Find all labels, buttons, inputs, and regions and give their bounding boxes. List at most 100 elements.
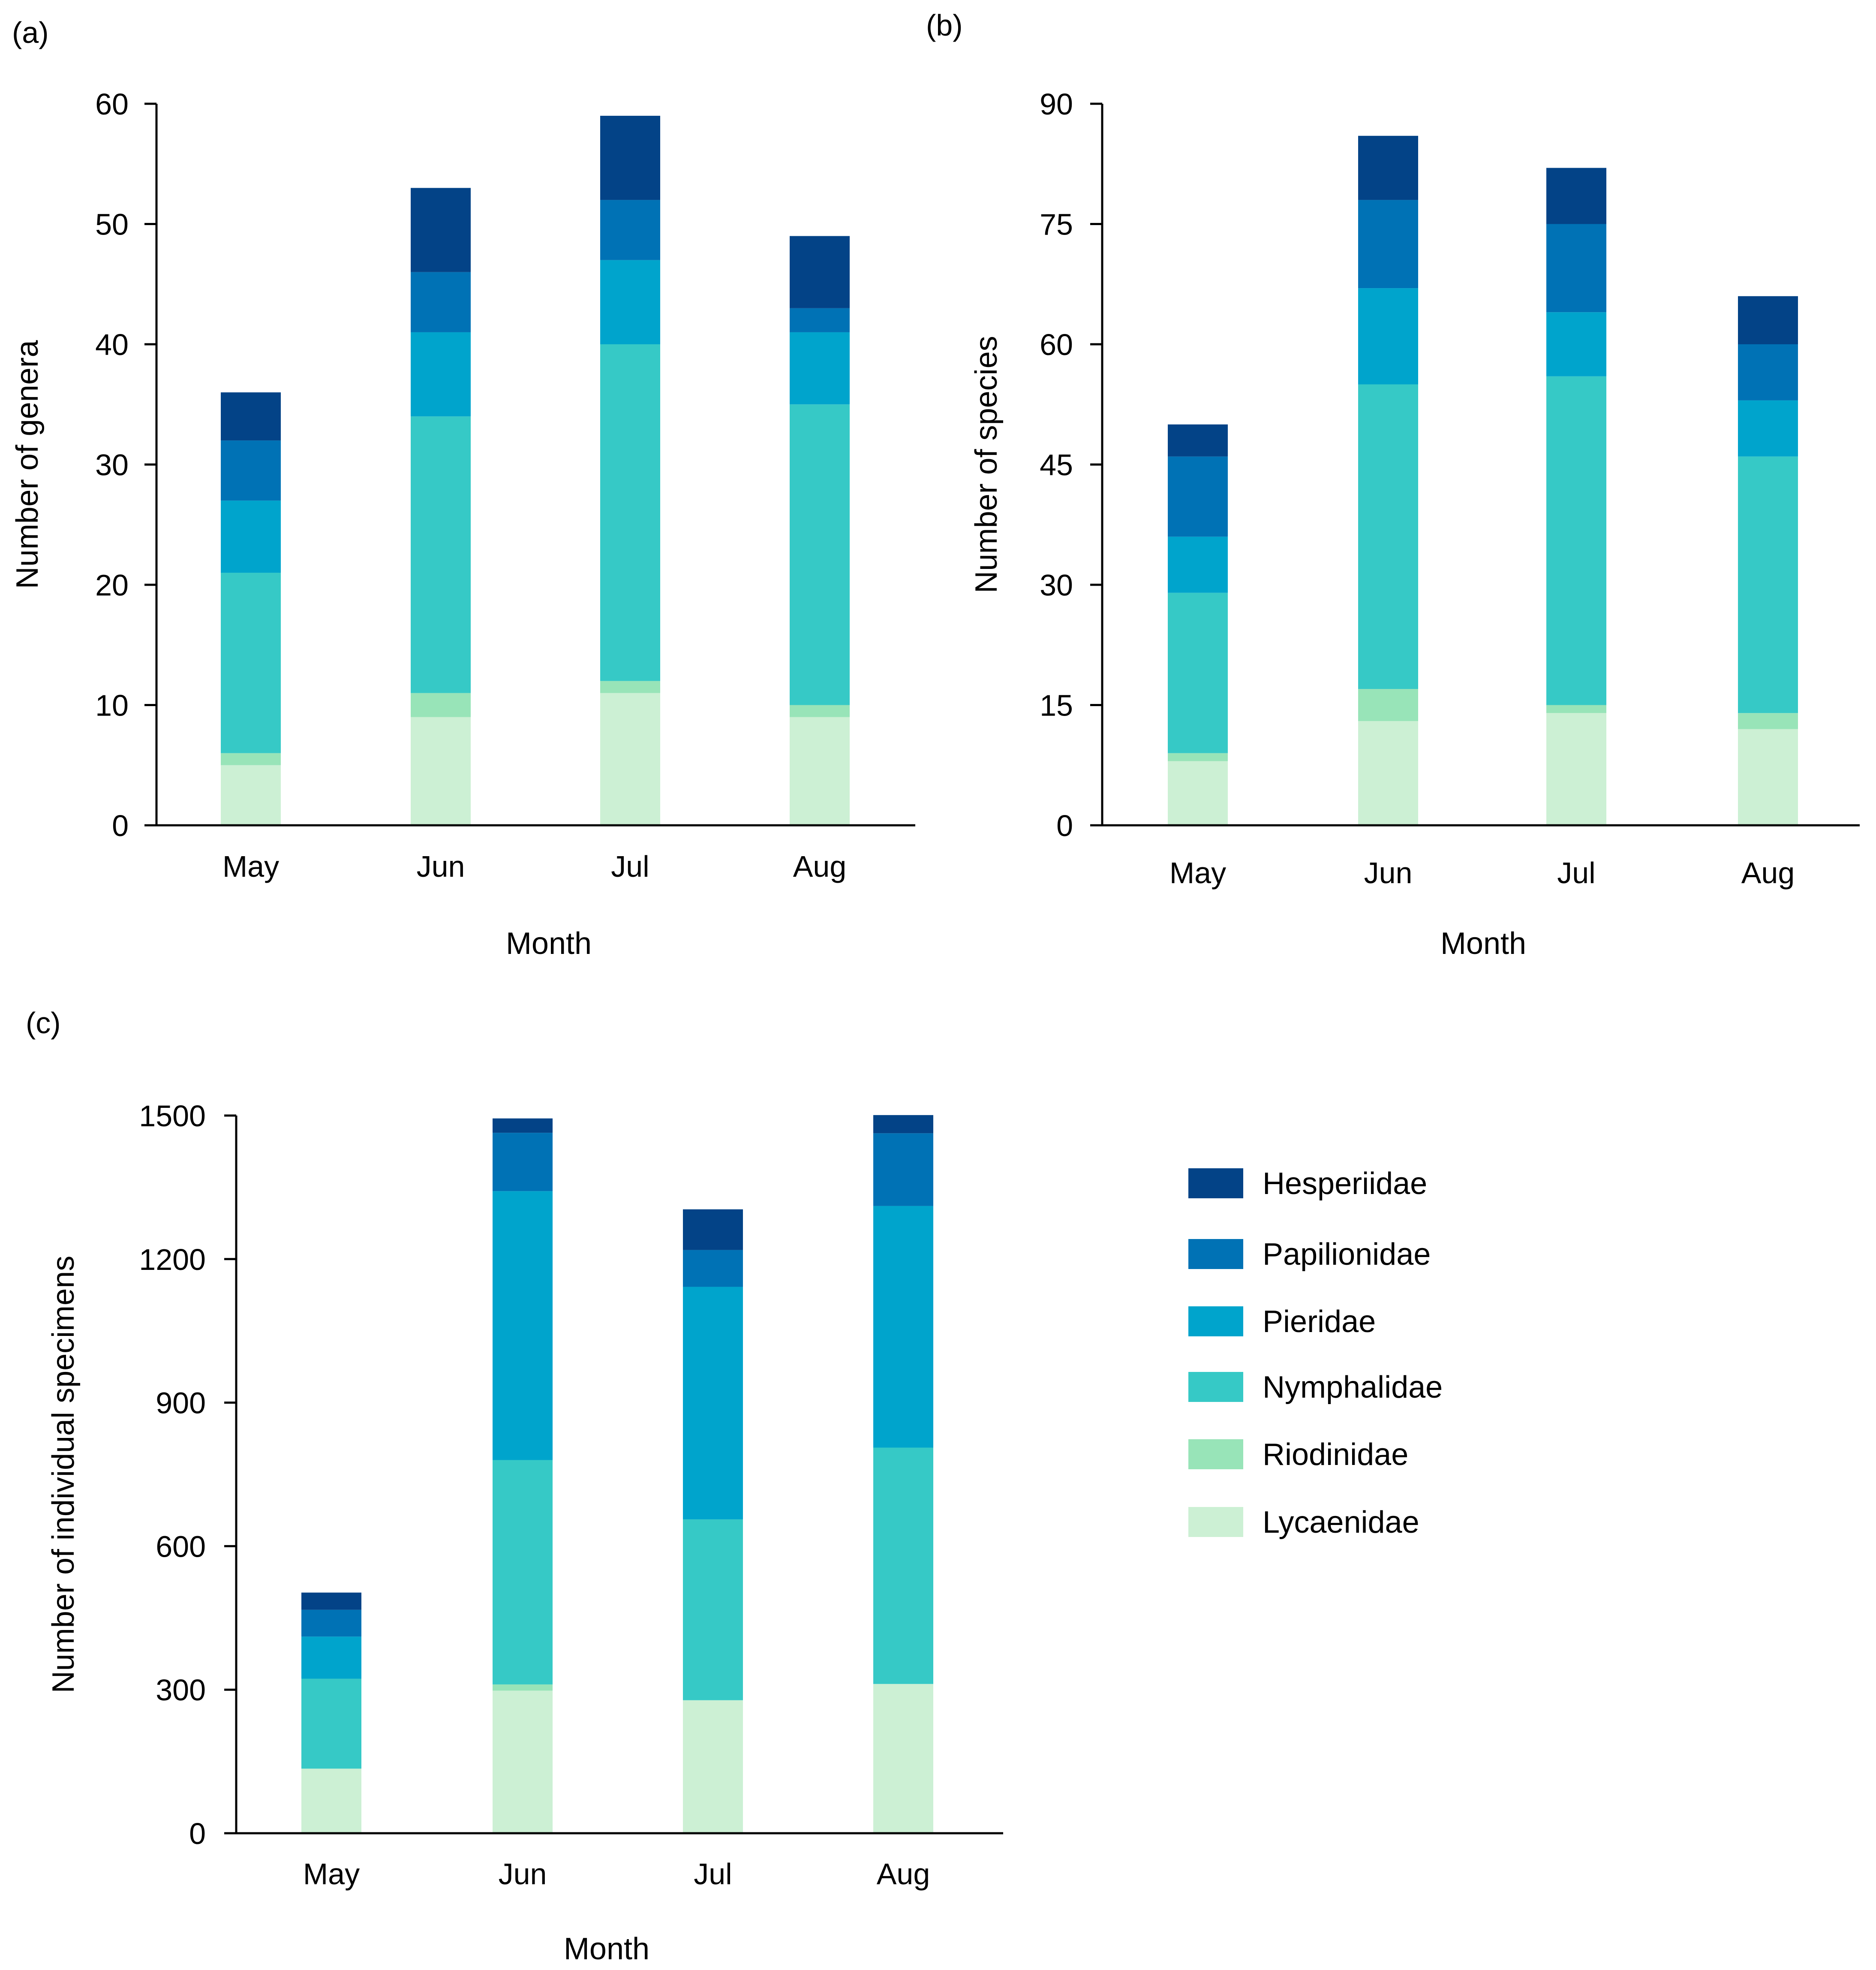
bar-segment-papilionidae-may: [221, 440, 281, 501]
bar-segment-hesperiidae-aug: [1738, 296, 1798, 344]
bar-segment-hesperiidae-jun: [411, 188, 471, 272]
bar-segment-papilionidae-jul: [1546, 224, 1606, 313]
bar-segment-riodinidae-aug: [790, 705, 850, 717]
legend-label: Hesperiidae: [1263, 1167, 1427, 1201]
bar-segment-nymphalidae-jul: [683, 1519, 743, 1700]
legend-label: Lycaenidae: [1263, 1505, 1419, 1540]
x-category-label: May: [222, 850, 279, 883]
x-category-label: Jun: [499, 1857, 547, 1891]
y-tick-label: 300: [156, 1673, 206, 1707]
x-category-label: Aug: [877, 1857, 930, 1891]
bar-segment-riodinidae-jun: [1358, 689, 1418, 721]
legend-label: Papilionidae: [1263, 1237, 1431, 1272]
y-axis-title: Number of species: [969, 336, 1004, 593]
legend-label: Nymphalidae: [1263, 1370, 1443, 1405]
y-tick-label: 60: [1040, 328, 1073, 361]
bar-segment-hesperiidae-jul: [600, 116, 660, 200]
bar-segment-lycaenidae-jun: [1358, 721, 1418, 825]
bar-segment-lycaenidae-jun: [493, 1690, 553, 1833]
legend-swatch: [1188, 1168, 1243, 1198]
bar-segment-lycaenidae-may: [301, 1768, 361, 1833]
bar-segment-hesperiidae-aug: [790, 236, 850, 308]
panel-b-species-chart: (b) 0 15 30 45 60 75 90 May Jun Jul Aug Month Number …: [926, 9, 1860, 961]
bar-segment-papilionidae-jun: [1358, 200, 1418, 289]
legend: Hesperiidae Papilionidae Pieridae Nymphalid…: [1188, 1167, 1443, 1540]
bar-segment-papilionidae-jul: [600, 200, 660, 260]
bar-segment-nymphalidae-jun: [1358, 384, 1418, 689]
y-tick-label: 20: [95, 568, 129, 602]
x-category-label: Jun: [417, 850, 465, 883]
bar-segment-nymphalidae-jun: [493, 1460, 553, 1684]
bar-segment-lycaenidae-jun: [411, 717, 471, 825]
y-tick-label: 1200: [139, 1243, 206, 1276]
bar-segment-hesperiidae-may: [301, 1592, 361, 1610]
y-tick-label: 0: [1056, 809, 1073, 842]
bar-segment-nymphalidae-jul: [600, 344, 660, 681]
bar-segment-hesperiidae-may: [1168, 424, 1228, 457]
y-tick-label: 90: [1040, 87, 1073, 121]
bar-segment-hesperiidae-jun: [1358, 135, 1418, 200]
bar-segment-papilionidae-may: [301, 1609, 361, 1637]
bar-segment-riodinidae-jun: [493, 1684, 553, 1691]
x-category-label: Jun: [1364, 856, 1413, 890]
x-category-label: May: [1169, 856, 1226, 890]
bar-segment-papilionidae-jul: [683, 1250, 743, 1287]
bar-segment-riodinidae-jul: [600, 681, 660, 693]
bar-segment-nymphalidae-may: [301, 1678, 361, 1769]
x-category-label: Jul: [1557, 856, 1595, 890]
y-tick-label: 50: [95, 208, 129, 241]
panel-label: (c): [26, 1006, 61, 1040]
legend-item-papilionidae: Papilionidae: [1188, 1237, 1431, 1272]
bar-segment-lycaenidae-jul: [683, 1700, 743, 1833]
bar-segment-nymphalidae-jul: [1546, 376, 1606, 705]
y-axis-title: Number of individual specimens: [46, 1256, 81, 1693]
bar-segment-riodinidae-may: [221, 753, 281, 765]
bar-segment-pieridae-jun: [493, 1191, 553, 1460]
x-axis-title: Month: [1440, 926, 1526, 961]
bar-segment-papilionidae-jun: [411, 272, 471, 332]
bar-segment-nymphalidae-aug: [1738, 456, 1798, 713]
bar-segment-papilionidae-aug: [873, 1133, 933, 1206]
bar-segment-nymphalidae-aug: [790, 404, 850, 705]
bar-segment-lycaenidae-may: [1168, 761, 1228, 825]
bar-segment-pieridae-jun: [411, 332, 471, 417]
bar-segment-pieridae-jul: [683, 1287, 743, 1519]
panel-a-genera-chart: (a) 0 10 20 30 40 50 60 May Jun Jul Aug Month Number …: [10, 16, 915, 961]
y-tick-label: 45: [1040, 448, 1073, 482]
bar-segment-lycaenidae-may: [221, 765, 281, 825]
bar-segment-riodinidae-aug: [1738, 713, 1798, 729]
bar-segment-hesperiidae-jul: [683, 1209, 743, 1250]
legend-swatch: [1188, 1439, 1243, 1469]
bar-segment-pieridae-aug: [873, 1206, 933, 1448]
panel-label: (b): [926, 9, 963, 42]
bar-segment-pieridae-jun: [1358, 288, 1418, 385]
y-tick-label: 1500: [139, 1099, 206, 1133]
legend-item-lycaenidae: Lycaenidae: [1188, 1505, 1419, 1540]
bar-segment-nymphalidae-jun: [411, 416, 471, 693]
x-category-label: May: [303, 1857, 360, 1891]
bar-segment-nymphalidae-aug: [873, 1447, 933, 1684]
x-category-label: Jul: [611, 850, 649, 883]
x-category-label: Aug: [793, 850, 847, 883]
panel-c-specimens-chart: (c) 0 300 600 900 1200 1500 May Jun Jul Aug Month Nu…: [26, 1006, 1003, 1966]
bar-segment-papilionidae-jun: [493, 1133, 553, 1191]
legend-item-pieridae: Pieridae: [1188, 1305, 1376, 1339]
y-tick-label: 40: [95, 328, 129, 361]
bar-segment-hesperiidae-jul: [1546, 168, 1606, 224]
bar-segment-papilionidae-aug: [790, 308, 850, 332]
bar-segment-hesperiidae-may: [221, 392, 281, 441]
bar-segment-papilionidae-may: [1168, 456, 1228, 537]
bar-segment-riodinidae-may: [1168, 753, 1228, 761]
bar-segment-nymphalidae-may: [221, 572, 281, 753]
legend-item-hesperiidae: Hesperiidae: [1188, 1167, 1427, 1201]
bar-segment-pieridae-aug: [1738, 400, 1798, 457]
legend-swatch: [1188, 1372, 1243, 1402]
y-tick-label: 30: [95, 448, 129, 482]
y-tick-label: 0: [112, 809, 129, 842]
bar-segment-riodinidae-jun: [411, 693, 471, 717]
bar-segment-lycaenidae-aug: [1738, 729, 1798, 825]
x-category-label: Jul: [694, 1857, 732, 1891]
legend-label: Riodinidae: [1263, 1438, 1408, 1472]
bar-segment-pieridae-may: [301, 1636, 361, 1679]
